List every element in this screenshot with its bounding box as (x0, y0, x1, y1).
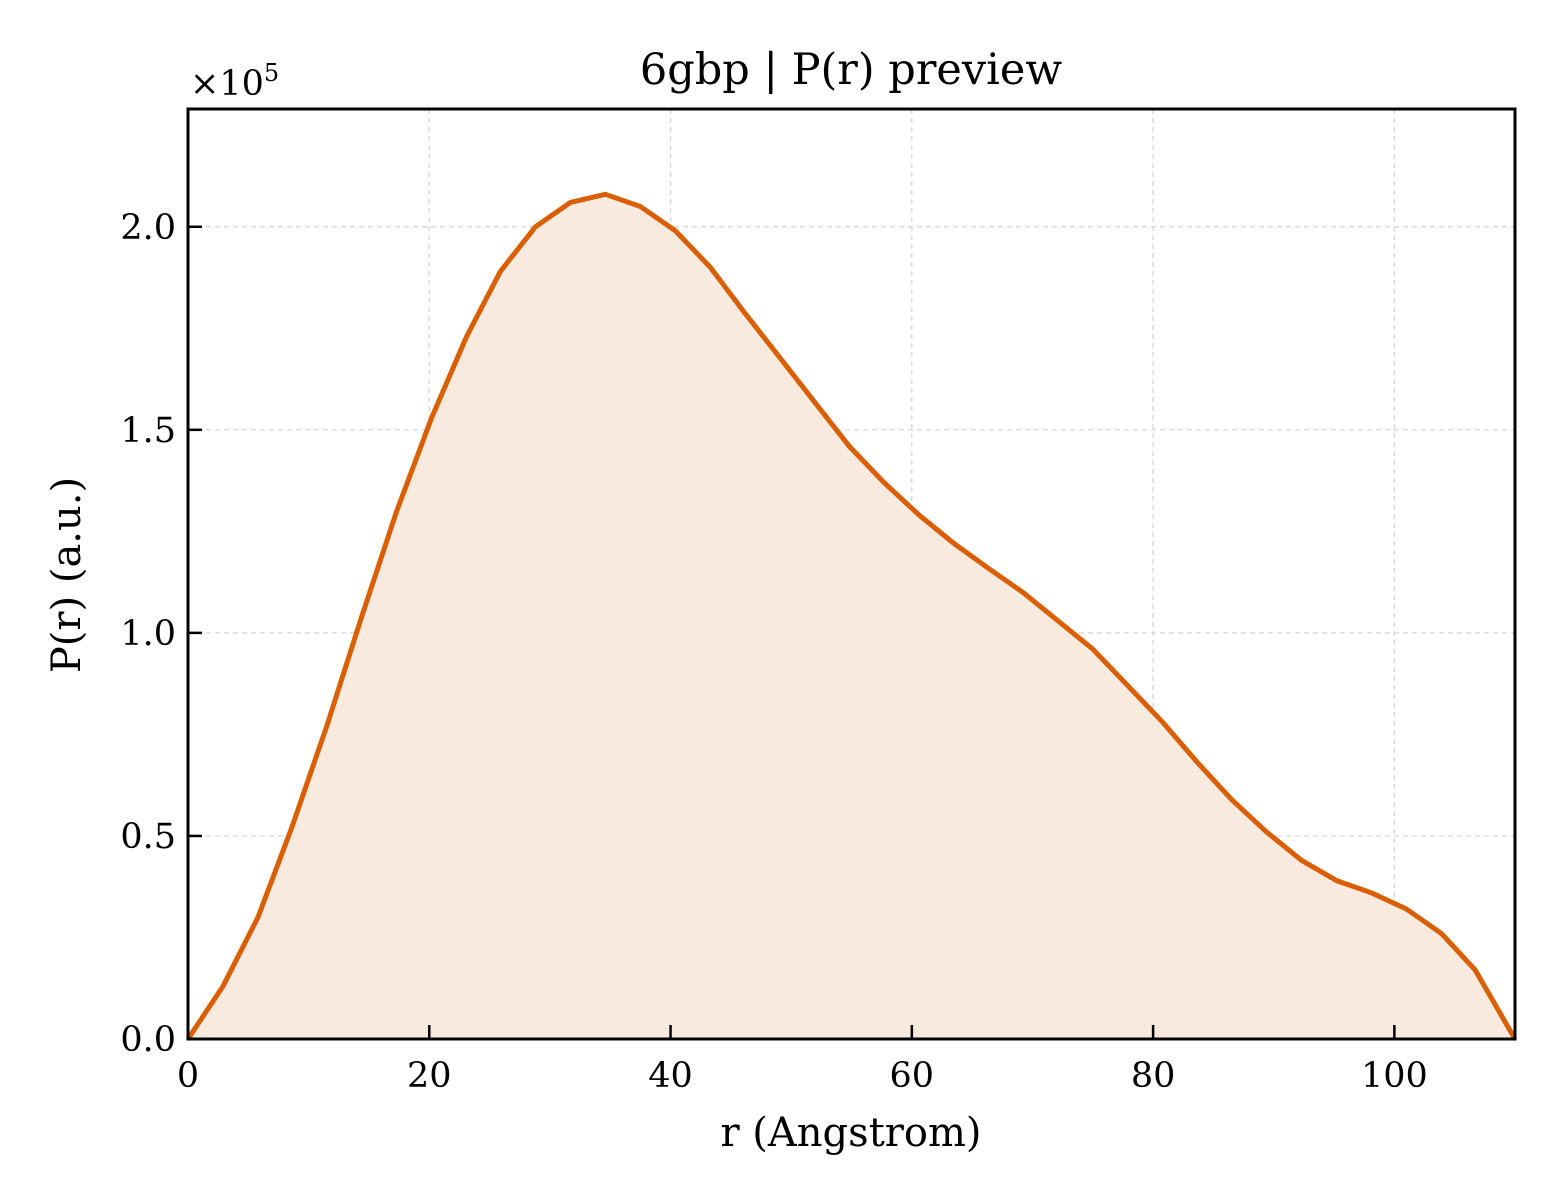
y-tick-label: 1.5 (120, 411, 176, 451)
x-tick-label: 100 (1361, 1056, 1428, 1096)
chart-title: 6gbp | P(r) preview (640, 45, 1062, 95)
y-scale-offset-label: ×105 (190, 59, 279, 104)
plot-frame (186, 107, 1517, 1041)
y-tick-label: 1.0 (120, 614, 176, 654)
tick-layer: 0 20 40 60 80 100 0.0 0.5 1.0 1.5 2.0 (120, 208, 1427, 1096)
x-axis-label: r (Angstrom) (720, 1110, 981, 1156)
y-tick-label: 2.0 (120, 208, 176, 248)
y-scale-prefix: ×10 (190, 64, 264, 104)
x-tick-label: 40 (648, 1056, 693, 1096)
y-tick-label: 0.0 (120, 1020, 176, 1060)
series-line (185, 191, 1518, 1041)
x-tick-label: 60 (890, 1056, 935, 1096)
x-tick-label: 80 (1131, 1056, 1176, 1096)
y-axis-label: P(r) (a.u.) (44, 477, 90, 673)
x-tick-label: 0 (177, 1056, 199, 1096)
y-scale-exponent: 5 (264, 59, 279, 87)
y-tick-label: 0.5 (120, 817, 176, 857)
x-tick-label: 20 (407, 1056, 452, 1096)
series-area-fill (188, 194, 1515, 1040)
